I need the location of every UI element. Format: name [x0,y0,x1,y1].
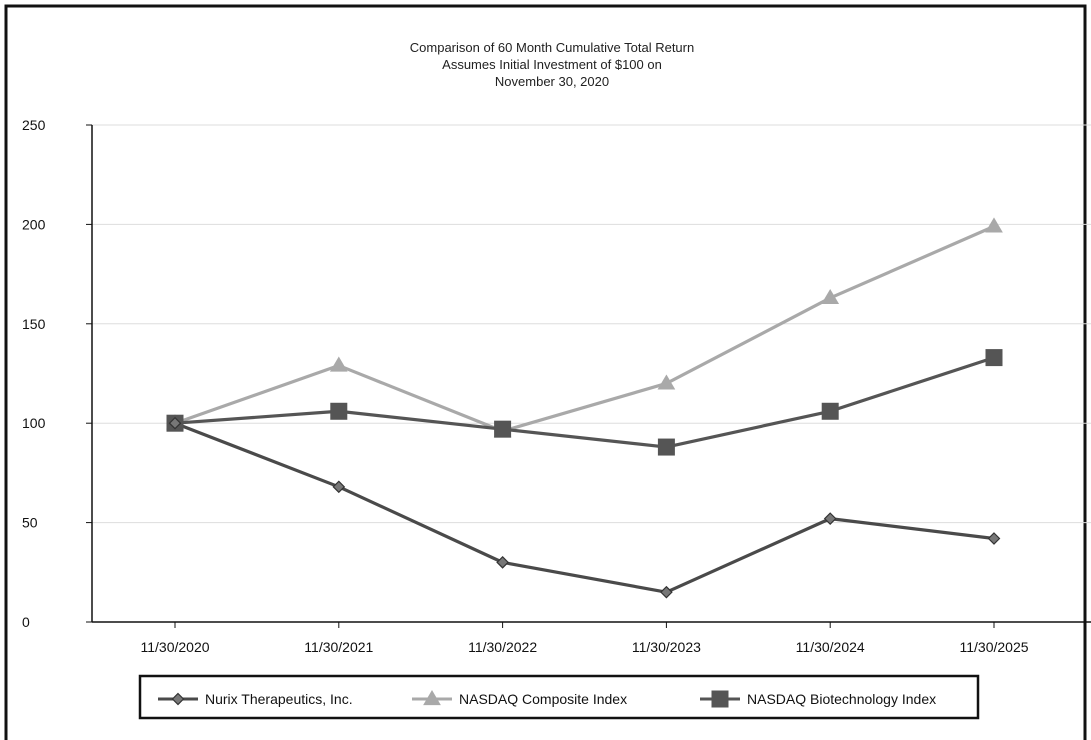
data-point-diamond [987,532,1001,545]
x-tick-label: 11/30/2023 [632,639,701,655]
data-point-triangle [821,288,840,305]
x-tick-label: 11/30/2025 [959,639,1028,655]
data-point-triangle [985,217,1003,233]
y-tick-label: 0 [22,614,30,630]
series-line-square [174,356,995,449]
y-tick-label: 200 [22,216,46,232]
data-point-square [657,438,675,456]
data-point-diamond [332,480,346,494]
data-point-square [330,402,348,420]
data-point-square [821,402,839,420]
legend: Nurix Therapeutics, Inc. NASDAQ Composite… [138,674,980,720]
data-point-diamond [168,416,182,430]
series-line-diamond [174,421,995,594]
x-tick-label: 11/30/2021 [304,639,373,655]
data-point-diamond [496,556,509,569]
y-tick-label: 100 [22,415,46,431]
legend-label: NASDAQ Composite Index [459,691,627,707]
legend-marker-triangle [423,690,441,706]
y-tick-label: 150 [22,316,46,332]
y-tick-label: 50 [22,515,38,531]
outer-border [4,4,1087,740]
data-point-triangle [657,374,676,390]
data-point-diamond [823,512,837,525]
x-tick-label: 11/30/2024 [796,639,865,655]
legend-marker-diamond [171,692,185,706]
legend-marker-square [711,690,729,708]
data-point-square [494,420,512,438]
chart-title-line-2: Assumes Initial Investment of $100 on [442,57,662,72]
legend-box [138,674,980,720]
data-point-triangle [329,356,348,372]
chart-title-line-1: Comparison of 60 Month Cumulative Total … [410,40,694,55]
legend-label: NASDAQ Biotechnology Index [747,691,936,707]
y-tick-label: 250 [22,117,46,133]
x-tick-label: 11/30/2022 [468,639,537,655]
x-tick-label: 11/30/2020 [140,639,209,655]
legend-label: Nurix Therapeutics, Inc. [205,691,353,707]
data-point-square [985,349,1003,367]
series-line-triangle [174,224,995,433]
data-point-diamond [660,585,673,599]
chart-title-line-3: November 30, 2020 [495,74,609,89]
plot-area: 0 50 100 150 200 250 11/30/2020 11/30/2021 11/30… [22,117,1091,655]
